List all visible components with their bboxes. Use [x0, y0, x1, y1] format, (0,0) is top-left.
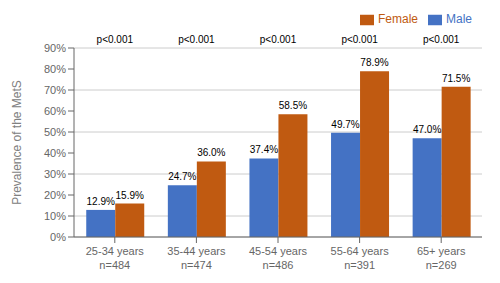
- svg-text:n=391: n=391: [344, 259, 375, 271]
- svg-text:37.4%: 37.4%: [250, 144, 278, 155]
- svg-text:p<0.001: p<0.001: [97, 34, 134, 45]
- svg-text:15.9%: 15.9%: [116, 190, 144, 201]
- svg-text:p<0.001: p<0.001: [178, 34, 215, 45]
- svg-text:49.7%: 49.7%: [331, 119, 359, 130]
- svg-text:25-34 years: 25-34 years: [86, 245, 145, 257]
- svg-text:80%: 80%: [44, 63, 66, 75]
- svg-text:n=474: n=474: [181, 259, 212, 271]
- svg-text:47.0%: 47.0%: [413, 124, 441, 135]
- svg-text:58.5%: 58.5%: [279, 100, 307, 111]
- svg-text:n=269: n=269: [426, 259, 457, 271]
- svg-text:78.9%: 78.9%: [360, 57, 388, 68]
- svg-text:0%: 0%: [50, 231, 66, 243]
- svg-text:36.0%: 36.0%: [197, 147, 225, 158]
- svg-text:n=486: n=486: [263, 259, 294, 271]
- svg-text:45-54 years: 45-54 years: [249, 245, 308, 257]
- svg-text:p<0.001: p<0.001: [341, 34, 378, 45]
- svg-text:20%: 20%: [44, 189, 66, 201]
- svg-text:65+ years: 65+ years: [417, 245, 466, 257]
- svg-text:p<0.001: p<0.001: [423, 34, 460, 45]
- svg-text:70%: 70%: [44, 84, 66, 96]
- svg-text:10%: 10%: [44, 210, 66, 222]
- svg-text:12.9%: 12.9%: [87, 196, 115, 207]
- svg-text:71.5%: 71.5%: [442, 73, 470, 84]
- svg-text:55-64 years: 55-64 years: [331, 245, 390, 257]
- svg-text:n=484: n=484: [99, 259, 130, 271]
- svg-text:60%: 60%: [44, 105, 66, 117]
- svg-text:Prevalence of the MetS: Prevalence of the MetS: [10, 80, 24, 205]
- html-text:Male: Male: [446, 12, 472, 26]
- svg-text:30%: 30%: [44, 168, 66, 180]
- svg-text:24.7%: 24.7%: [168, 171, 196, 182]
- svg-text:50%: 50%: [44, 126, 66, 138]
- svg-text:40%: 40%: [44, 147, 66, 159]
- html-text:Female: Female: [378, 12, 418, 26]
- svg-text:p<0.001: p<0.001: [260, 34, 297, 45]
- svg-text:90%: 90%: [44, 42, 66, 54]
- svg-text:35-44 years: 35-44 years: [167, 245, 226, 257]
